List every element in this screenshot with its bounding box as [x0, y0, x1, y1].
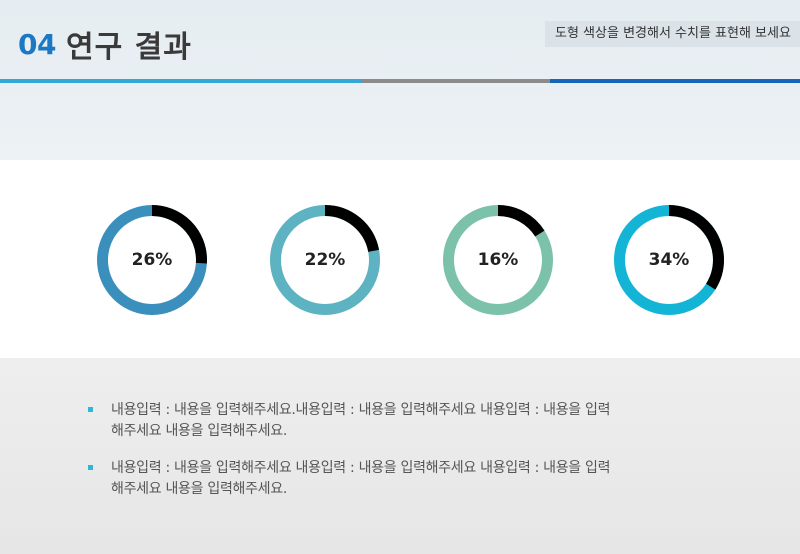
- donut-ring: [97, 205, 207, 315]
- donut-panel: 26% 22% 16% 34%: [0, 160, 800, 358]
- description-panel: 내용입력 : 내용을 입력해주세요.내용입력 : 내용을 입력해주세요 내용입력…: [0, 358, 800, 554]
- donut-ring: [614, 205, 724, 315]
- donut-percent-label: 22%: [304, 250, 346, 270]
- donut-chart: 34%: [610, 201, 728, 319]
- list-item-line: 내용입력 : 내용을 입력해주세요 내용입력 : 내용을 입력해주세요 내용입력…: [111, 460, 611, 476]
- donut-chart: 26%: [93, 201, 211, 319]
- donut-chart: 22%: [266, 201, 384, 319]
- list-item-text: 내용입력 : 내용을 입력해주세요 내용입력 : 내용을 입력해주세요 내용입력…: [111, 458, 721, 500]
- divider-navy: [550, 79, 800, 83]
- list-item-text: 내용입력 : 내용을 입력해주세요.내용입력 : 내용을 입력해주세요 내용입력…: [111, 400, 721, 442]
- list-item-line: 내용입력 : 내용을 입력해주세요.내용입력 : 내용을 입력해주세요 내용입력…: [111, 402, 611, 418]
- donut-percent-label: 34%: [648, 250, 690, 270]
- subtitle-banner: 도형 색상을 변경해서 수치를 표현해 보세요: [545, 21, 800, 47]
- divider-gray: [362, 79, 550, 83]
- page-title: 04 연구 결과: [18, 24, 192, 66]
- header: 04 연구 결과 도형 색상을 변경해서 수치를 표현해 보세요: [0, 0, 800, 160]
- bullet-square-icon: [88, 465, 93, 470]
- list-item-line: 해주세요 내용을 입력해주세요.: [111, 423, 287, 439]
- donut-ring: [443, 205, 553, 315]
- donut-percent-label: 16%: [477, 250, 519, 270]
- section-number: 04: [18, 27, 56, 61]
- section-title: 연구 결과: [65, 30, 192, 65]
- donut-percent-label: 26%: [131, 250, 173, 270]
- divider-cyan: [0, 79, 362, 83]
- bullet-square-icon: [88, 407, 93, 412]
- donut-chart: 16%: [439, 201, 557, 319]
- donut-ring: [270, 205, 380, 315]
- list-item-line: 해주세요 내용을 입력해주세요.: [111, 481, 287, 497]
